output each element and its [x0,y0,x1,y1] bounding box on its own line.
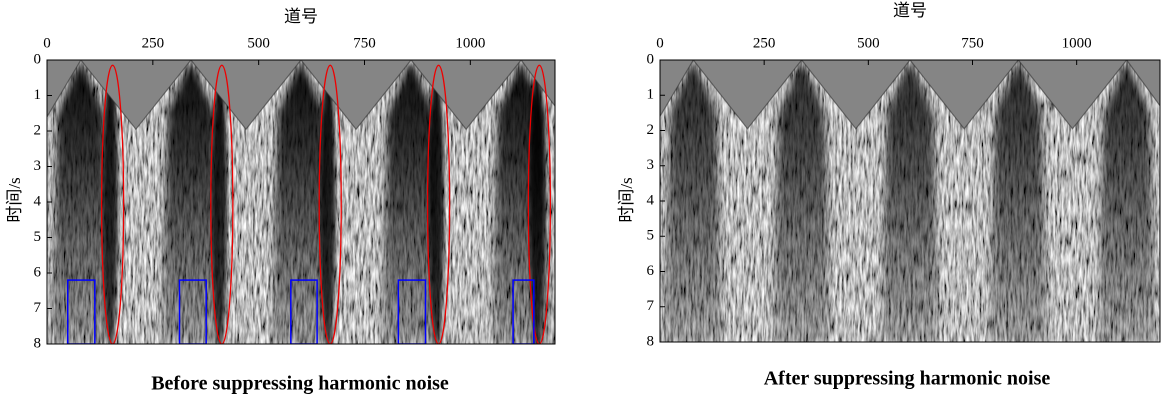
x-axis-label: 道号 [284,7,318,26]
plume [1097,60,1156,342]
plume [381,60,441,344]
x-tick-label: 250 [142,35,165,51]
y-tick-label: 1 [647,87,655,103]
noise-column [529,70,545,344]
first-arrival [47,60,555,131]
x-tick-label: 0 [656,35,664,51]
y-tick-label: 4 [34,193,42,209]
y-tick-label: 4 [647,192,655,208]
red-ellipse [210,64,234,344]
y-tick-label: 0 [34,51,42,67]
plume [772,60,831,342]
x-axis-label: 道号 [893,1,927,20]
x-tick-label: 1000 [1062,35,1092,51]
x-tick-label: 500 [247,35,270,51]
plume [664,60,723,342]
x-tick-label: 250 [753,35,776,51]
plume [51,60,111,344]
seismic-image [660,60,1160,342]
y-tick-label: 2 [647,122,655,138]
y-tick-label: 5 [34,229,42,245]
quiet-zone [660,60,1160,129]
plume [880,60,940,342]
caption: After suppressing harmonic noise [764,368,1051,390]
y-tick-label: 3 [34,158,42,174]
y-axis-label: 时间/s [617,177,636,222]
y-tick-label: 2 [34,122,42,138]
y-tick-label: 5 [647,228,655,244]
noise-column [320,70,336,344]
x-tick-label: 750 [353,35,376,51]
y-tick-label: 8 [34,335,42,351]
caption: Before suppressing harmonic noise [151,373,449,395]
red-ellipse [527,64,551,344]
red-ellipse [426,64,451,344]
blue-box [178,279,207,344]
y-tick-label: 6 [34,264,42,280]
x-tick-label: 1000 [455,35,485,51]
blue-box [66,279,96,344]
y-tick-label: 8 [647,333,655,349]
x-tick-label: 500 [857,35,880,51]
noise-column [428,70,445,344]
noise-column [212,70,228,344]
first-arrival [660,60,1160,130]
blue-box [290,279,318,344]
blue-box [512,279,535,344]
y-axis-label: 时间/s [5,177,24,222]
y-tick-label: 1 [34,87,42,103]
y-tick-label: 7 [34,300,42,316]
x-tick-label: 750 [961,35,984,51]
y-tick-label: 3 [647,157,655,173]
noise-column [102,70,119,344]
plume [161,60,221,344]
seismic-image [47,60,555,344]
plume [271,60,331,344]
plume [989,60,1048,342]
quiet-zone [47,60,555,130]
y-tick-label: 7 [647,298,655,314]
y-tick-label: 6 [647,263,655,279]
red-ellipse [100,64,125,344]
blue-box [397,279,427,344]
x-tick-label: 0 [43,35,51,51]
red-ellipse [318,64,342,344]
y-tick-label: 0 [647,51,655,67]
